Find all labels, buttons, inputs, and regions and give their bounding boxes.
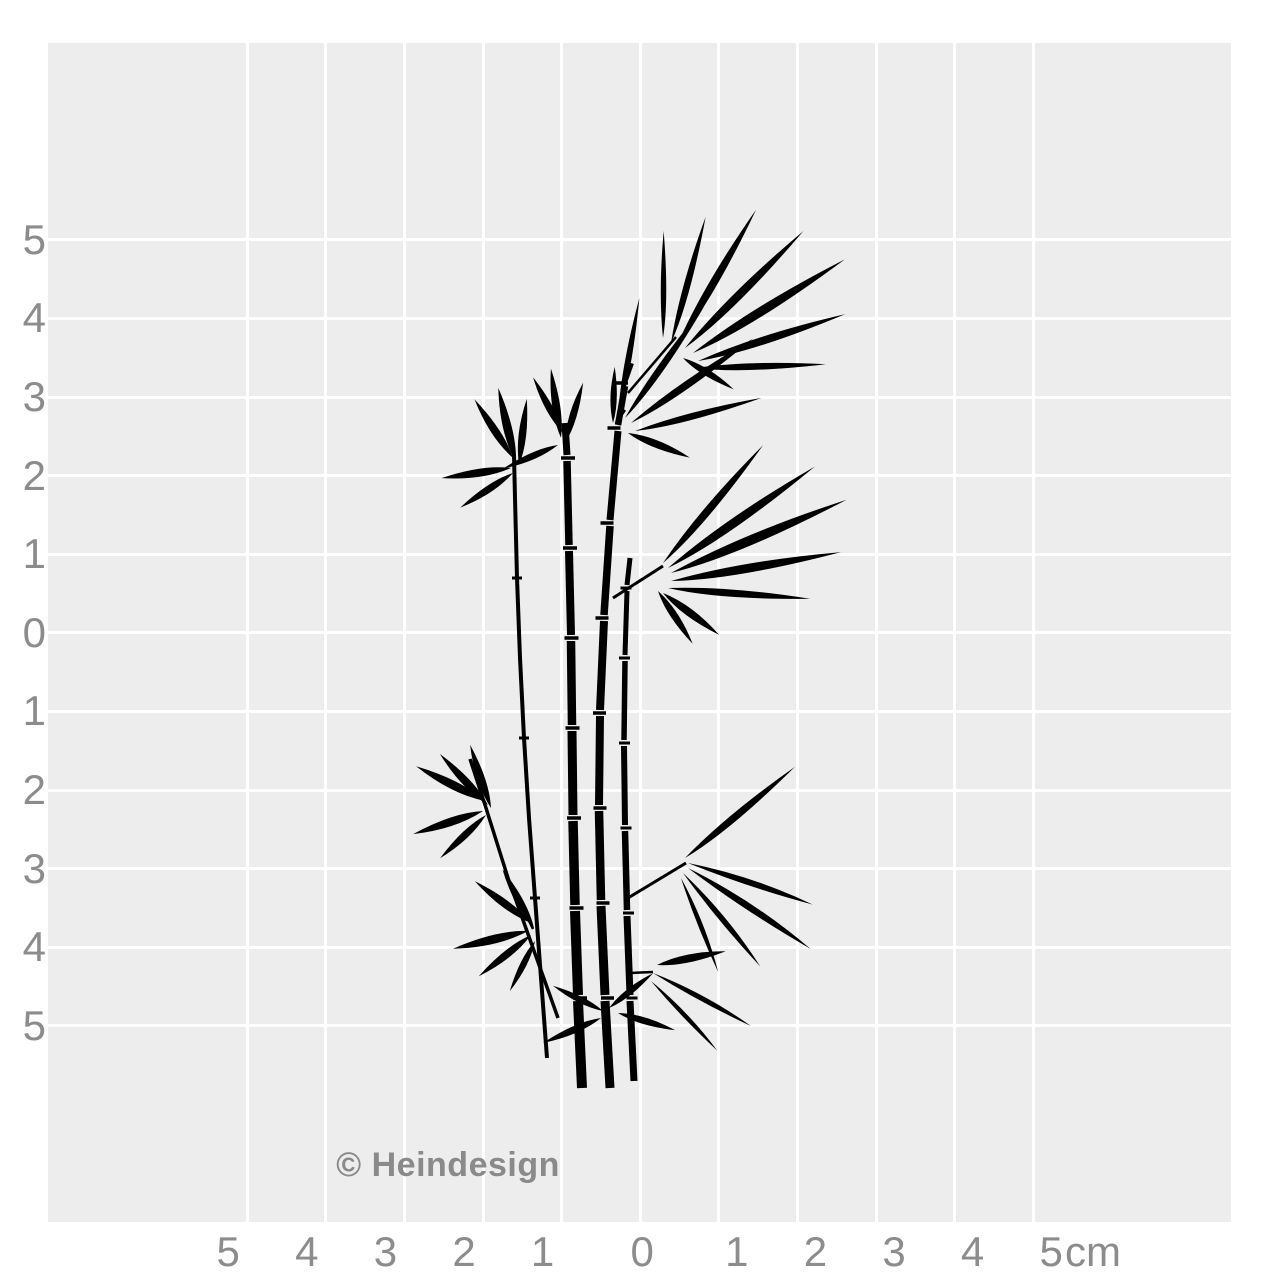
left-axis-label: 0 <box>22 608 46 656</box>
bottom-axis-label: 4 <box>295 1228 319 1275</box>
bottom-axis-unit-label: cm <box>1065 1228 1121 1275</box>
gridline-horizontal <box>48 945 1231 949</box>
bottom-axis-label: 0 <box>630 1228 654 1275</box>
bottom-axis-label: 1 <box>530 1228 555 1275</box>
gridline-horizontal <box>48 1024 1231 1028</box>
left-axis-label: 4 <box>22 923 46 971</box>
left-axis-label: 3 <box>22 373 46 420</box>
left-axis-label: 5 <box>22 215 46 263</box>
bottom-axis-label: 5 <box>216 1228 240 1275</box>
bottom-axis-label: 3 <box>882 1228 906 1275</box>
bottom-axis-label: 1 <box>725 1228 749 1275</box>
bottom-axis-label: 2 <box>803 1228 828 1275</box>
left-axis-label: 2 <box>22 451 46 499</box>
bottom-axis-label: 5 <box>1039 1228 1063 1275</box>
gridline-horizontal <box>48 238 1231 242</box>
gridline-horizontal <box>48 474 1231 478</box>
measurement-plate: © Heindesign <box>48 43 1231 1222</box>
left-axis-label: 1 <box>22 687 46 735</box>
bamboo-illustration <box>411 209 858 1089</box>
gridline-horizontal <box>48 552 1231 556</box>
left-axis-label: 5 <box>22 1001 46 1049</box>
gridline-horizontal <box>48 788 1231 792</box>
bamboo-culms <box>468 336 687 1089</box>
gridline-horizontal <box>48 631 1231 635</box>
left-axis-label: 1 <box>22 530 46 578</box>
bottom-axis-label: 3 <box>373 1228 398 1275</box>
left-axis-label: 2 <box>22 766 46 813</box>
bamboo-leaves <box>411 209 858 1051</box>
bottom-axis-label: 2 <box>452 1228 476 1275</box>
watermark-text: © Heindesign <box>336 1146 560 1184</box>
left-axis-label: 4 <box>22 294 46 342</box>
bottom-axis-label: 4 <box>960 1228 985 1275</box>
left-axis-label: 3 <box>22 844 46 892</box>
gridline-horizontal <box>48 709 1231 713</box>
gridline-horizontal <box>48 316 1231 320</box>
gridline-horizontal <box>48 867 1231 871</box>
